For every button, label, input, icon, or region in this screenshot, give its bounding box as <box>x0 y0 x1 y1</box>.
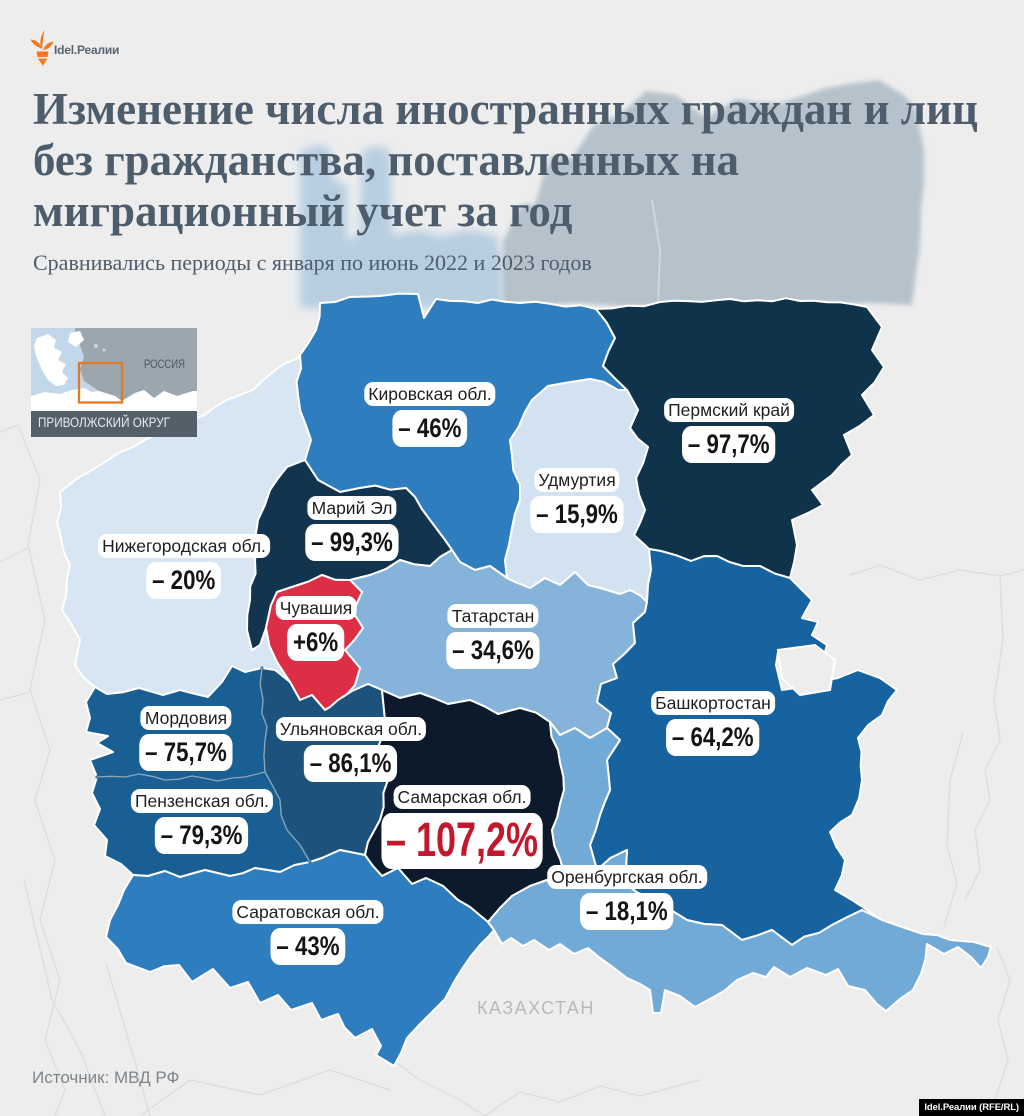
svg-text:ПРИВОЛЖСКИЙ ОКРУГ: ПРИВОЛЖСКИЙ ОКРУГ <box>38 415 171 430</box>
svg-text:РОССИЯ: РОССИЯ <box>144 357 185 371</box>
